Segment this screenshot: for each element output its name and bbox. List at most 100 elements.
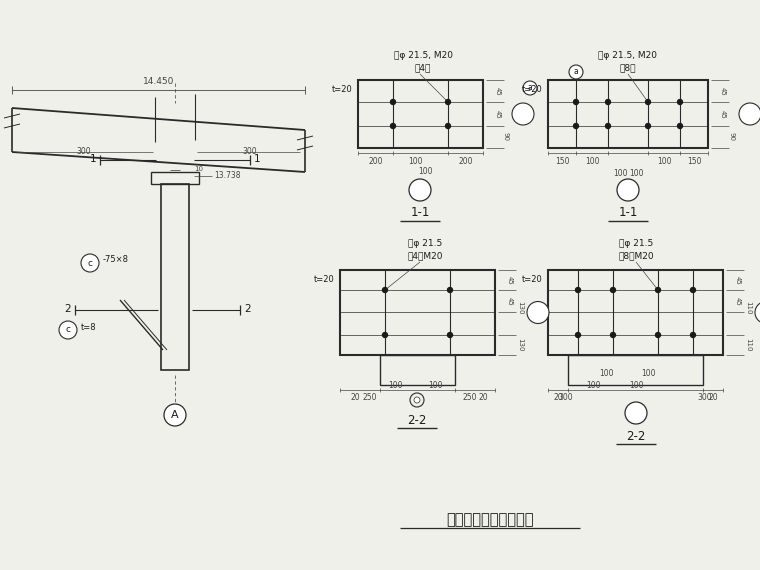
Text: 20: 20 bbox=[350, 393, 359, 402]
Circle shape bbox=[610, 287, 616, 292]
Circle shape bbox=[755, 302, 760, 324]
Circle shape bbox=[382, 287, 388, 292]
Circle shape bbox=[512, 103, 534, 125]
Text: 300: 300 bbox=[242, 148, 258, 157]
Circle shape bbox=[448, 287, 452, 292]
Circle shape bbox=[645, 124, 651, 128]
Circle shape bbox=[164, 404, 186, 426]
Text: 共4个M20: 共4个M20 bbox=[407, 251, 443, 260]
Text: 100: 100 bbox=[629, 381, 643, 390]
Bar bbox=[161, 184, 189, 370]
Text: 300: 300 bbox=[698, 393, 712, 402]
Circle shape bbox=[655, 287, 660, 292]
Text: 100: 100 bbox=[613, 169, 627, 177]
Circle shape bbox=[606, 124, 610, 128]
Text: 100: 100 bbox=[641, 369, 655, 378]
Text: 100: 100 bbox=[599, 369, 613, 378]
Text: a: a bbox=[527, 83, 532, 92]
Text: 100: 100 bbox=[657, 157, 671, 165]
Text: 13.738: 13.738 bbox=[214, 172, 240, 181]
Text: 中梁柱节点详图（十）: 中梁柱节点详图（十） bbox=[446, 512, 534, 527]
Circle shape bbox=[575, 287, 581, 292]
Text: 45: 45 bbox=[495, 87, 501, 95]
Circle shape bbox=[391, 100, 395, 104]
Circle shape bbox=[445, 100, 451, 104]
Text: 45: 45 bbox=[507, 276, 513, 284]
Text: 110: 110 bbox=[745, 338, 751, 352]
Text: 250: 250 bbox=[463, 393, 477, 402]
Text: 20: 20 bbox=[478, 393, 488, 402]
Circle shape bbox=[739, 103, 760, 125]
Text: t=20: t=20 bbox=[522, 86, 543, 95]
Bar bbox=[358, 80, 483, 148]
Text: 2: 2 bbox=[244, 304, 251, 314]
Text: 45: 45 bbox=[720, 109, 726, 119]
Text: 100: 100 bbox=[586, 381, 600, 390]
Text: 2: 2 bbox=[65, 304, 71, 314]
Text: c: c bbox=[87, 259, 93, 267]
Text: 100: 100 bbox=[418, 166, 432, 176]
Text: 孔φ 21.5, M20: 孔φ 21.5, M20 bbox=[599, 51, 657, 59]
Text: 14.450: 14.450 bbox=[143, 78, 174, 87]
Text: 110: 110 bbox=[745, 301, 751, 314]
Text: 45: 45 bbox=[495, 109, 501, 119]
Text: 150: 150 bbox=[555, 157, 569, 165]
Circle shape bbox=[610, 332, 616, 337]
Text: t=20: t=20 bbox=[332, 86, 353, 95]
Circle shape bbox=[523, 81, 537, 95]
Text: 2-2: 2-2 bbox=[626, 430, 646, 442]
Bar bbox=[340, 270, 495, 355]
Text: -75×8: -75×8 bbox=[103, 255, 129, 264]
Circle shape bbox=[575, 332, 581, 337]
Text: 1: 1 bbox=[254, 154, 261, 164]
Text: 100: 100 bbox=[584, 157, 599, 165]
Circle shape bbox=[391, 124, 395, 128]
Circle shape bbox=[645, 100, 651, 104]
Bar bbox=[548, 270, 723, 355]
Bar bbox=[568, 355, 703, 385]
Circle shape bbox=[414, 397, 420, 403]
Text: 20: 20 bbox=[553, 393, 563, 402]
Text: c: c bbox=[65, 325, 71, 335]
Text: t=20: t=20 bbox=[314, 275, 335, 284]
Text: 90: 90 bbox=[728, 132, 734, 141]
Circle shape bbox=[655, 332, 660, 337]
Text: 130: 130 bbox=[517, 301, 523, 314]
Circle shape bbox=[606, 100, 610, 104]
Text: t=8: t=8 bbox=[81, 323, 97, 332]
Circle shape bbox=[625, 402, 647, 424]
Text: 300: 300 bbox=[559, 393, 573, 402]
Text: 20: 20 bbox=[708, 393, 717, 402]
Text: 200: 200 bbox=[458, 157, 473, 165]
Text: 共4个: 共4个 bbox=[415, 63, 431, 72]
Bar bbox=[548, 80, 708, 148]
Text: 100: 100 bbox=[428, 381, 442, 390]
Circle shape bbox=[382, 332, 388, 337]
Text: 100: 100 bbox=[408, 157, 423, 165]
Text: 300: 300 bbox=[76, 148, 90, 157]
Circle shape bbox=[59, 321, 77, 339]
Text: 45: 45 bbox=[507, 296, 513, 306]
Text: 200: 200 bbox=[369, 157, 383, 165]
Circle shape bbox=[691, 287, 695, 292]
Text: 孔φ 21.5: 孔φ 21.5 bbox=[619, 238, 653, 247]
Circle shape bbox=[409, 179, 431, 201]
Text: 1: 1 bbox=[90, 154, 96, 164]
Text: 1-1: 1-1 bbox=[410, 206, 429, 219]
Text: t=20: t=20 bbox=[522, 275, 543, 284]
Text: 2-2: 2-2 bbox=[407, 413, 426, 426]
Circle shape bbox=[445, 124, 451, 128]
Circle shape bbox=[677, 124, 682, 128]
Text: 孔φ 21.5: 孔φ 21.5 bbox=[408, 238, 442, 247]
Text: 90: 90 bbox=[503, 132, 509, 141]
Text: 100: 100 bbox=[629, 169, 643, 177]
Circle shape bbox=[574, 100, 578, 104]
Circle shape bbox=[691, 332, 695, 337]
Text: 10: 10 bbox=[195, 166, 204, 172]
Text: a: a bbox=[574, 67, 578, 76]
Text: 45: 45 bbox=[735, 276, 741, 284]
Circle shape bbox=[527, 302, 549, 324]
Circle shape bbox=[569, 65, 583, 79]
Bar bbox=[380, 355, 455, 385]
Circle shape bbox=[448, 332, 452, 337]
